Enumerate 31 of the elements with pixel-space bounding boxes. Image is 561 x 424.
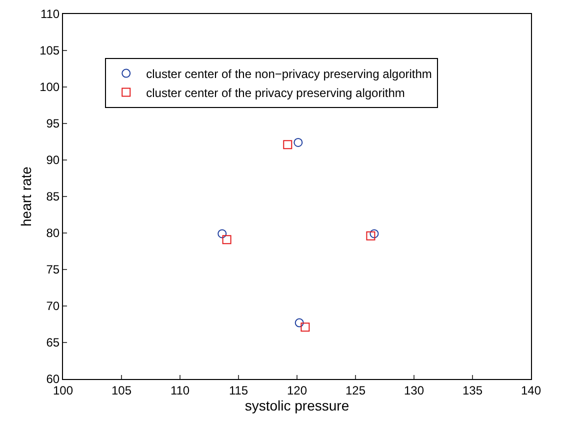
y-tick-label: 105 bbox=[40, 44, 60, 58]
point bbox=[294, 318, 304, 328]
y-tick-label: 75 bbox=[46, 262, 60, 277]
y-tick-label: 70 bbox=[46, 299, 60, 314]
point bbox=[300, 322, 310, 332]
point bbox=[283, 140, 292, 150]
x-tick-label: 105 bbox=[111, 383, 132, 398]
point bbox=[366, 231, 376, 240]
point bbox=[218, 229, 227, 238]
y-tick-label: 95 bbox=[46, 116, 60, 131]
y-tick-label: 60 bbox=[46, 372, 60, 386]
x-tick-label: 135 bbox=[462, 383, 483, 398]
y-tick-label: 65 bbox=[46, 336, 60, 350]
y-axis-title: heart rate bbox=[18, 166, 34, 226]
y-tick-label: 100 bbox=[40, 80, 60, 94]
y-tick-label: 80 bbox=[46, 226, 60, 240]
legend-label: cluster center of the non−privacy preserving algorithm bbox=[146, 66, 432, 81]
y-tick-label: 90 bbox=[46, 153, 60, 168]
y-tick-label: 85 bbox=[46, 190, 60, 204]
point bbox=[370, 229, 379, 238]
x-tick-label: 125 bbox=[345, 383, 366, 398]
x-tick-label: 120 bbox=[286, 383, 308, 398]
x-tick-label: 110 bbox=[170, 383, 190, 398]
legend-label: cluster center of the privacy preserving algorithm bbox=[146, 86, 405, 100]
x-tick-label: 115 bbox=[228, 383, 248, 398]
x-tick-label: 130 bbox=[404, 383, 424, 398]
point bbox=[294, 138, 303, 147]
y-tick-label: 110 bbox=[40, 7, 60, 22]
x-axis-title: systolic pressure bbox=[244, 397, 350, 414]
point bbox=[222, 235, 232, 244]
x-tick-label: 140 bbox=[520, 383, 542, 398]
